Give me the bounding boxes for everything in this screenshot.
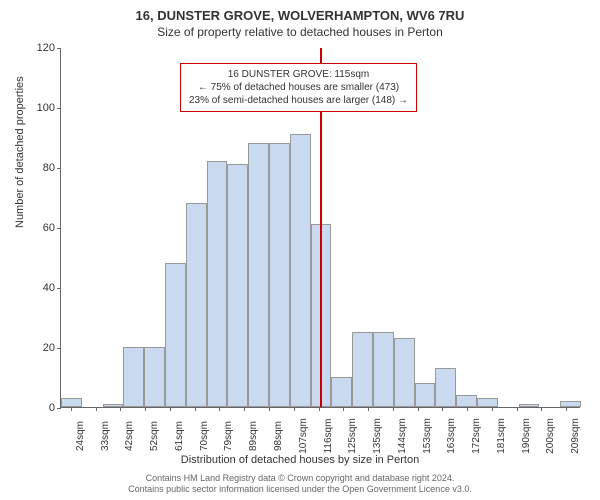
x-tick-label: 70sqm xyxy=(199,421,210,451)
x-tick-label: 181sqm xyxy=(496,418,507,454)
x-tick-label: 98sqm xyxy=(273,421,284,451)
histogram-bar xyxy=(352,332,373,407)
histogram-bar xyxy=(560,401,581,407)
histogram-bar xyxy=(519,404,540,407)
x-tick-label: 24sqm xyxy=(75,421,86,451)
histogram-bar xyxy=(61,398,82,407)
histogram-bar xyxy=(227,164,248,407)
y-tick-mark xyxy=(57,228,61,229)
x-tick-mark xyxy=(319,407,320,411)
x-tick-mark xyxy=(368,407,369,411)
x-tick-label: 144sqm xyxy=(397,418,408,454)
x-tick-mark xyxy=(393,407,394,411)
chart-title-sub: Size of property relative to detached ho… xyxy=(0,23,600,45)
histogram-bar xyxy=(269,143,290,407)
y-tick-mark xyxy=(57,168,61,169)
x-tick-mark xyxy=(566,407,567,411)
x-tick-mark xyxy=(145,407,146,411)
footer-line1: Contains HM Land Registry data © Crown c… xyxy=(0,473,600,485)
x-tick-label: 153sqm xyxy=(422,418,433,454)
x-tick-label: 52sqm xyxy=(149,421,160,451)
histogram-bar xyxy=(207,161,228,407)
histogram-bar xyxy=(144,347,165,407)
histogram-bar xyxy=(477,398,498,407)
x-tick-mark xyxy=(294,407,295,411)
x-tick-label: 172sqm xyxy=(471,418,482,454)
x-tick-mark xyxy=(96,407,97,411)
y-tick-mark xyxy=(57,108,61,109)
x-axis-label: Distribution of detached houses by size … xyxy=(0,454,600,466)
y-tick-label: 0 xyxy=(23,402,55,414)
chart-title-main: 16, DUNSTER GROVE, WOLVERHAMPTON, WV6 7R… xyxy=(0,0,600,23)
y-tick-label: 80 xyxy=(23,162,55,174)
y-tick-mark xyxy=(57,348,61,349)
histogram-bar xyxy=(435,368,456,407)
x-tick-label: 116sqm xyxy=(323,419,334,454)
y-axis-label: Number of detached properties xyxy=(14,76,26,228)
x-tick-label: 190sqm xyxy=(521,418,532,454)
x-tick-mark xyxy=(269,407,270,411)
x-tick-label: 79sqm xyxy=(223,421,234,451)
histogram-bar xyxy=(165,263,186,407)
y-tick-label: 100 xyxy=(23,102,55,114)
footer-line2: Contains public sector information licen… xyxy=(0,484,600,496)
histogram-bar xyxy=(373,332,394,407)
x-tick-mark xyxy=(467,407,468,411)
x-tick-label: 200sqm xyxy=(545,418,556,454)
info-line1: 16 DUNSTER GROVE: 115sqm xyxy=(189,68,408,81)
histogram-bar xyxy=(123,347,144,407)
x-tick-label: 125sqm xyxy=(347,418,358,454)
x-tick-mark xyxy=(343,407,344,411)
histogram-bar xyxy=(415,383,436,407)
x-tick-mark xyxy=(418,407,419,411)
y-tick-mark xyxy=(57,288,61,289)
x-tick-label: 61sqm xyxy=(174,421,185,451)
x-tick-mark xyxy=(71,407,72,411)
x-tick-label: 163sqm xyxy=(446,418,457,454)
y-tick-label: 20 xyxy=(23,342,55,354)
x-tick-label: 107sqm xyxy=(298,418,309,454)
x-tick-mark xyxy=(219,407,220,411)
x-tick-mark xyxy=(492,407,493,411)
y-tick-label: 120 xyxy=(23,42,55,54)
histogram-bar xyxy=(456,395,477,407)
x-tick-label: 135sqm xyxy=(372,418,383,454)
y-tick-mark xyxy=(57,408,61,409)
y-tick-label: 60 xyxy=(23,222,55,234)
histogram-bar xyxy=(394,338,415,407)
x-tick-label: 209sqm xyxy=(570,418,581,454)
chart-area: 02040608010012024sqm33sqm42sqm52sqm61sqm… xyxy=(60,48,580,408)
x-tick-mark xyxy=(195,407,196,411)
footer-attribution: Contains HM Land Registry data © Crown c… xyxy=(0,473,600,496)
x-tick-mark xyxy=(170,407,171,411)
x-tick-mark xyxy=(517,407,518,411)
x-tick-label: 89sqm xyxy=(248,421,259,451)
info-line3: 23% of semi-detached houses are larger (… xyxy=(189,94,408,107)
x-tick-label: 33sqm xyxy=(100,421,111,451)
histogram-bar xyxy=(331,377,352,407)
info-box: 16 DUNSTER GROVE: 115sqm ← 75% of detach… xyxy=(180,63,417,112)
x-tick-mark xyxy=(244,407,245,411)
histogram-bar xyxy=(290,134,311,407)
x-tick-mark xyxy=(541,407,542,411)
info-line2: ← 75% of detached houses are smaller (47… xyxy=(189,81,408,94)
y-tick-mark xyxy=(57,48,61,49)
y-tick-label: 40 xyxy=(23,282,55,294)
histogram-bar xyxy=(186,203,207,407)
histogram-bar xyxy=(248,143,269,407)
x-tick-mark xyxy=(120,407,121,411)
x-tick-mark xyxy=(442,407,443,411)
x-tick-label: 42sqm xyxy=(124,421,135,451)
